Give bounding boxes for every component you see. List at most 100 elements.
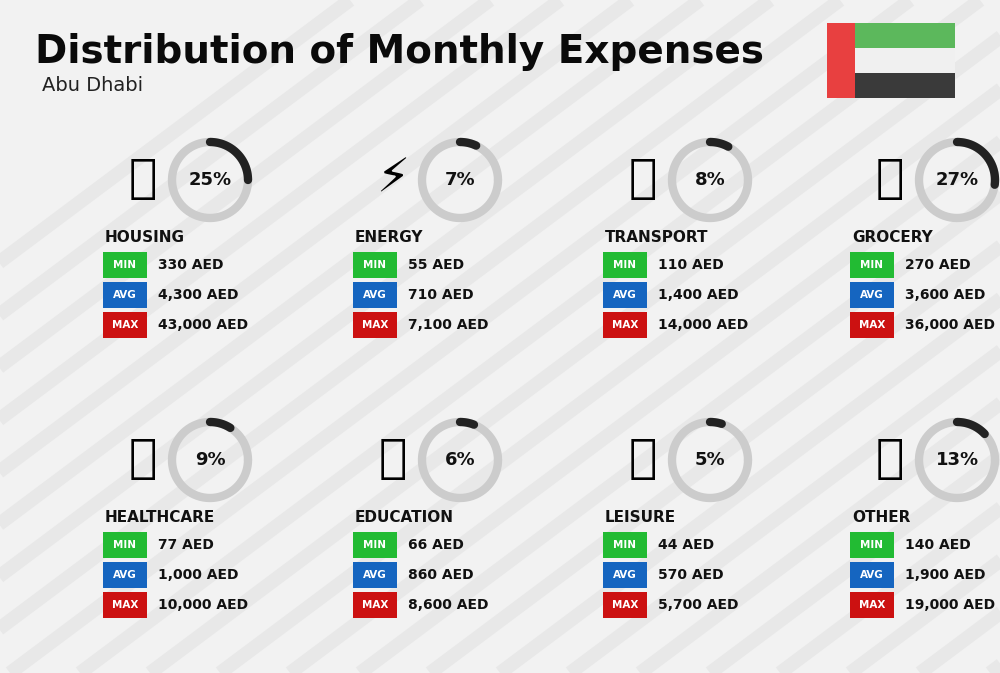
Text: 860 AED: 860 AED xyxy=(408,568,474,582)
Text: 8,600 AED: 8,600 AED xyxy=(408,598,488,612)
Text: 💰: 💰 xyxy=(876,437,904,483)
Text: 1,400 AED: 1,400 AED xyxy=(658,288,739,302)
FancyBboxPatch shape xyxy=(603,562,647,588)
FancyBboxPatch shape xyxy=(603,592,647,618)
Text: ⚡: ⚡ xyxy=(376,157,410,203)
Text: 6%: 6% xyxy=(445,451,475,469)
Text: 🎓: 🎓 xyxy=(379,437,407,483)
Text: 19,000 AED: 19,000 AED xyxy=(905,598,995,612)
Text: 🛒: 🛒 xyxy=(876,157,904,203)
Text: MIN: MIN xyxy=(860,540,884,550)
FancyBboxPatch shape xyxy=(850,592,894,618)
Text: MAX: MAX xyxy=(612,600,638,610)
Text: 13%: 13% xyxy=(935,451,979,469)
Text: 66 AED: 66 AED xyxy=(408,538,464,552)
Text: MIN: MIN xyxy=(614,540,637,550)
FancyBboxPatch shape xyxy=(850,252,894,278)
Text: 44 AED: 44 AED xyxy=(658,538,714,552)
Text: 110 AED: 110 AED xyxy=(658,258,724,272)
Text: AVG: AVG xyxy=(363,570,387,580)
FancyBboxPatch shape xyxy=(850,282,894,308)
Text: 5%: 5% xyxy=(695,451,725,469)
Text: MAX: MAX xyxy=(112,320,138,330)
Text: 7,100 AED: 7,100 AED xyxy=(408,318,488,332)
FancyBboxPatch shape xyxy=(855,48,955,73)
FancyBboxPatch shape xyxy=(603,312,647,338)
Text: 🫀: 🫀 xyxy=(129,437,157,483)
Text: Abu Dhabi: Abu Dhabi xyxy=(42,76,143,95)
FancyBboxPatch shape xyxy=(827,23,855,98)
Text: 10,000 AED: 10,000 AED xyxy=(158,598,248,612)
Text: AVG: AVG xyxy=(613,570,637,580)
FancyBboxPatch shape xyxy=(103,312,147,338)
Text: MAX: MAX xyxy=(859,600,885,610)
Text: MAX: MAX xyxy=(112,600,138,610)
Text: ENERGY: ENERGY xyxy=(355,230,424,245)
Text: MAX: MAX xyxy=(362,320,388,330)
FancyBboxPatch shape xyxy=(353,562,397,588)
Text: 55 AED: 55 AED xyxy=(408,258,464,272)
Text: MAX: MAX xyxy=(859,320,885,330)
FancyBboxPatch shape xyxy=(103,252,147,278)
Text: Distribution of Monthly Expenses: Distribution of Monthly Expenses xyxy=(35,33,764,71)
FancyBboxPatch shape xyxy=(353,312,397,338)
FancyBboxPatch shape xyxy=(353,282,397,308)
Text: AVG: AVG xyxy=(860,570,884,580)
Text: 14,000 AED: 14,000 AED xyxy=(658,318,748,332)
FancyBboxPatch shape xyxy=(103,282,147,308)
Text: 36,000 AED: 36,000 AED xyxy=(905,318,995,332)
Text: 140 AED: 140 AED xyxy=(905,538,971,552)
Text: MIN: MIN xyxy=(364,540,386,550)
Text: 25%: 25% xyxy=(188,171,232,189)
FancyBboxPatch shape xyxy=(103,562,147,588)
Text: AVG: AVG xyxy=(860,290,884,300)
Text: AVG: AVG xyxy=(113,290,137,300)
Text: HOUSING: HOUSING xyxy=(105,230,185,245)
Text: MIN: MIN xyxy=(860,260,884,270)
FancyBboxPatch shape xyxy=(850,532,894,558)
Text: GROCERY: GROCERY xyxy=(852,230,933,245)
Text: MAX: MAX xyxy=(612,320,638,330)
Text: 1,900 AED: 1,900 AED xyxy=(905,568,986,582)
Text: 3,600 AED: 3,600 AED xyxy=(905,288,985,302)
Text: 🚌: 🚌 xyxy=(629,157,657,203)
Text: EDUCATION: EDUCATION xyxy=(355,510,454,525)
Text: 77 AED: 77 AED xyxy=(158,538,214,552)
Text: 330 AED: 330 AED xyxy=(158,258,224,272)
Text: 43,000 AED: 43,000 AED xyxy=(158,318,248,332)
Text: MAX: MAX xyxy=(362,600,388,610)
Text: 8%: 8% xyxy=(695,171,725,189)
Text: AVG: AVG xyxy=(613,290,637,300)
FancyBboxPatch shape xyxy=(353,592,397,618)
Text: 1,000 AED: 1,000 AED xyxy=(158,568,239,582)
Text: MIN: MIN xyxy=(114,260,136,270)
Text: 710 AED: 710 AED xyxy=(408,288,474,302)
FancyBboxPatch shape xyxy=(603,532,647,558)
FancyBboxPatch shape xyxy=(103,532,147,558)
Text: AVG: AVG xyxy=(113,570,137,580)
Text: HEALTHCARE: HEALTHCARE xyxy=(105,510,215,525)
FancyBboxPatch shape xyxy=(855,73,955,98)
FancyBboxPatch shape xyxy=(103,592,147,618)
FancyBboxPatch shape xyxy=(603,282,647,308)
Text: 570 AED: 570 AED xyxy=(658,568,724,582)
Text: MIN: MIN xyxy=(114,540,136,550)
FancyBboxPatch shape xyxy=(850,562,894,588)
Text: MIN: MIN xyxy=(614,260,637,270)
FancyBboxPatch shape xyxy=(855,23,955,48)
Text: 7%: 7% xyxy=(445,171,475,189)
Text: AVG: AVG xyxy=(363,290,387,300)
Text: OTHER: OTHER xyxy=(852,510,910,525)
Text: MIN: MIN xyxy=(364,260,386,270)
Text: 🛍️: 🛍️ xyxy=(629,437,657,483)
Text: 270 AED: 270 AED xyxy=(905,258,971,272)
Text: 9%: 9% xyxy=(195,451,225,469)
Text: LEISURE: LEISURE xyxy=(605,510,676,525)
Text: 4,300 AED: 4,300 AED xyxy=(158,288,239,302)
FancyBboxPatch shape xyxy=(603,252,647,278)
Text: 🏢: 🏢 xyxy=(129,157,157,203)
FancyBboxPatch shape xyxy=(353,532,397,558)
FancyBboxPatch shape xyxy=(353,252,397,278)
Text: 5,700 AED: 5,700 AED xyxy=(658,598,738,612)
Text: 27%: 27% xyxy=(935,171,979,189)
